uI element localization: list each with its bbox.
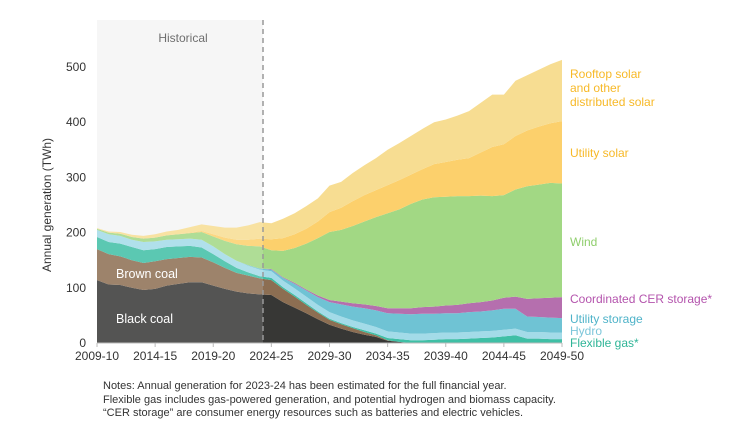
series-label-utility-storage: Utility storage <box>570 312 643 326</box>
x-tick-label: 2044-45 <box>482 349 526 363</box>
y-tick-label: 200 <box>66 226 86 240</box>
x-tick-label: 2014-15 <box>133 349 177 363</box>
y-tick-label: 300 <box>66 170 86 184</box>
series-label-rooftop-solar-and-other-distributed-solar: and other <box>570 81 621 95</box>
series-label-rooftop-solar-and-other-distributed-solar: Rooftop solar <box>570 67 641 81</box>
x-tick-label: 2039-40 <box>424 349 468 363</box>
area-utility-solar <box>97 121 562 251</box>
notes: Notes: Annual generation for 2023-24 has… <box>103 380 556 421</box>
area-coordinated-cer-storage <box>97 229 562 319</box>
y-axis-label: Annual generation (TWh) <box>40 138 54 272</box>
areas <box>97 59 562 343</box>
area-wind <box>97 182 562 309</box>
area-utility-storage <box>97 229 562 334</box>
area-rooftop-solar-and-other-distributed-solar <box>97 59 562 240</box>
area-hydro <box>97 229 562 341</box>
x-tick-label: 2019-20 <box>191 349 235 363</box>
y-tick-label: 100 <box>66 281 86 295</box>
x-tick-label: 2034-35 <box>366 349 410 363</box>
label-black-coal: Black coal <box>116 312 173 326</box>
area-black-coal <box>97 280 562 343</box>
area-brown-coal <box>97 249 562 343</box>
note-line: Flexible gas includes gas-powered genera… <box>103 393 556 406</box>
series-label-wind: Wind <box>570 235 597 249</box>
stacked-area-chart: Historical 0 100 200 300 400 500 2009-10 2014-… <box>40 20 712 363</box>
note-line: “CER storage” are consumer energy resour… <box>103 407 524 419</box>
x-tick-label: 2029-30 <box>307 349 351 363</box>
series-label-hydro: Hydro <box>570 324 602 338</box>
label-brown-coal: Brown coal <box>116 267 178 281</box>
series-label-coordinated-cer-storage: Coordinated CER storage* <box>570 292 712 306</box>
x-tick-label: 2049-50 <box>540 349 584 363</box>
x-axis-ticks: 2009-10 2014-15 2019-20 2024-25 2029-30 2034-… <box>75 343 584 363</box>
historical-tint <box>97 20 263 343</box>
historical-label: Historical <box>158 31 207 45</box>
note-line: Notes: Annual generation for 2023-24 has… <box>103 380 507 392</box>
series-label-flexible-gas: Flexible gas* <box>570 336 639 350</box>
x-tick-label: 2024-25 <box>249 349 293 363</box>
series-label-utility-solar: Utility solar <box>570 146 629 160</box>
y-tick-label: 500 <box>66 60 86 74</box>
series-label-rooftop-solar-and-other-distributed-solar: distributed solar <box>570 95 655 109</box>
y-tick-label: 400 <box>66 115 86 129</box>
y-axis: 0 100 200 300 400 500 <box>66 60 86 350</box>
y-tick-label: 0 <box>79 336 86 350</box>
x-tick-label: 2009-10 <box>75 349 119 363</box>
